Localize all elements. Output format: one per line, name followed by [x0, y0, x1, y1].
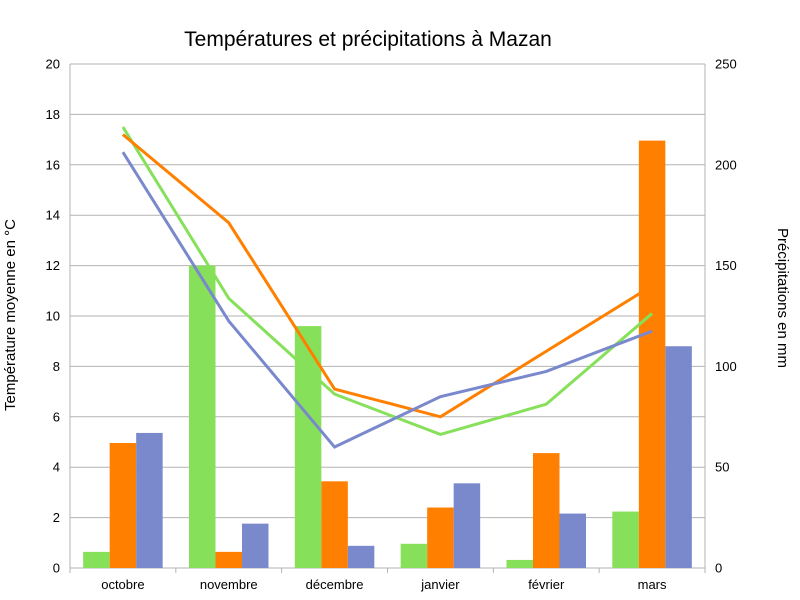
right-tick-label: 100 — [715, 359, 737, 374]
left-tick-label: 0 — [53, 561, 60, 576]
left-tick-label: 8 — [53, 359, 60, 374]
right-axis-title: Précipitations en mm — [774, 228, 791, 368]
category-label: octobre — [101, 577, 144, 592]
left-tick-label: 18 — [46, 107, 60, 122]
right-tick-label: 200 — [715, 157, 737, 172]
bars-layer — [83, 140, 692, 568]
series-line — [121, 126, 654, 437]
category-label: décembre — [306, 577, 364, 592]
category-label: février — [528, 577, 565, 592]
left-tick-label: 20 — [46, 57, 60, 72]
series-line — [121, 151, 653, 449]
left-tick-label: 12 — [46, 258, 60, 273]
bar — [83, 551, 110, 568]
bar — [400, 543, 428, 568]
right-tick-label: 150 — [715, 258, 737, 273]
left-axis-title: Température moyenne en °C — [2, 219, 19, 411]
bar — [453, 483, 481, 568]
bar — [559, 513, 586, 568]
axes-layer — [69, 64, 706, 573]
right-tick-label: 0 — [715, 561, 722, 576]
bar — [321, 481, 348, 568]
left-tick-label: 4 — [53, 460, 60, 475]
bar — [506, 559, 533, 568]
bar — [189, 265, 216, 568]
bar — [665, 346, 692, 568]
bar — [612, 511, 639, 568]
gridlines — [70, 63, 705, 569]
bar — [427, 507, 454, 568]
bar — [136, 432, 163, 568]
bar — [347, 545, 375, 568]
bar — [294, 326, 322, 568]
left-tick-label: 2 — [53, 510, 60, 525]
right-tick-label: 50 — [715, 460, 729, 475]
bar — [109, 443, 137, 568]
category-label: janvier — [420, 577, 460, 592]
right-tick-label: 250 — [715, 57, 737, 72]
lines-layer — [121, 126, 654, 449]
bar — [242, 523, 269, 568]
bar — [638, 140, 666, 568]
left-tick-label: 16 — [46, 157, 60, 172]
category-label: mars — [638, 577, 667, 592]
left-tick-label: 10 — [46, 309, 60, 324]
category-label: novembre — [200, 577, 258, 592]
bar — [533, 453, 560, 568]
left-tick-label: 14 — [46, 208, 60, 223]
chart-title: Températures et précipitations à Mazan — [184, 28, 552, 51]
series-line — [121, 133, 653, 419]
bar — [215, 551, 242, 568]
left-tick-label: 6 — [53, 409, 60, 424]
